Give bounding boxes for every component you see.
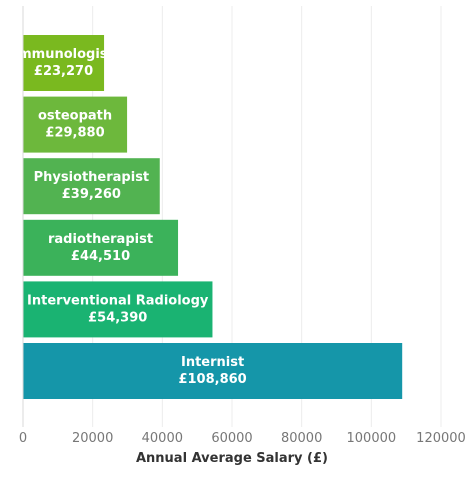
x-tick-label: 80000 <box>281 431 322 446</box>
bar-value-label: £29,880 <box>45 126 104 141</box>
bar-category-label: Internist <box>181 355 244 370</box>
bar-category-label: osteopath <box>38 109 112 124</box>
x-tick-labels: 0 20000 40000 60000 80000 100000 120000 <box>19 431 466 446</box>
bars: Immunologist £23,270 osteopath £29,880 Physi… <box>13 35 403 399</box>
x-tick-label: 120000 <box>416 431 466 446</box>
bar-value-label: £44,510 <box>71 249 130 264</box>
bar <box>23 158 160 215</box>
x-tick-label: 0 <box>19 431 27 446</box>
bar-value-label: £108,860 <box>178 372 246 387</box>
bar-value-label: £23,270 <box>34 64 93 79</box>
bar-category-label: Physiotherapist <box>34 170 150 185</box>
bar-category-label: Immunologist <box>13 47 113 62</box>
x-axis-title: Annual Average Salary (£) <box>136 451 328 466</box>
bar <box>23 219 179 276</box>
x-tick-label: 40000 <box>142 431 183 446</box>
bar <box>23 96 128 153</box>
bar-category-label: radiotherapist <box>48 232 153 247</box>
bar <box>23 343 403 399</box>
bar-category-label: Interventional Radiology <box>27 293 209 308</box>
bar <box>23 281 213 338</box>
bar-value-label: £54,390 <box>88 310 147 325</box>
bar-value-label: £39,260 <box>62 187 121 202</box>
x-tick-label: 20000 <box>72 431 113 446</box>
x-tick-label: 60000 <box>211 431 252 446</box>
x-tick-label: 100000 <box>347 431 397 446</box>
bar <box>23 35 105 91</box>
